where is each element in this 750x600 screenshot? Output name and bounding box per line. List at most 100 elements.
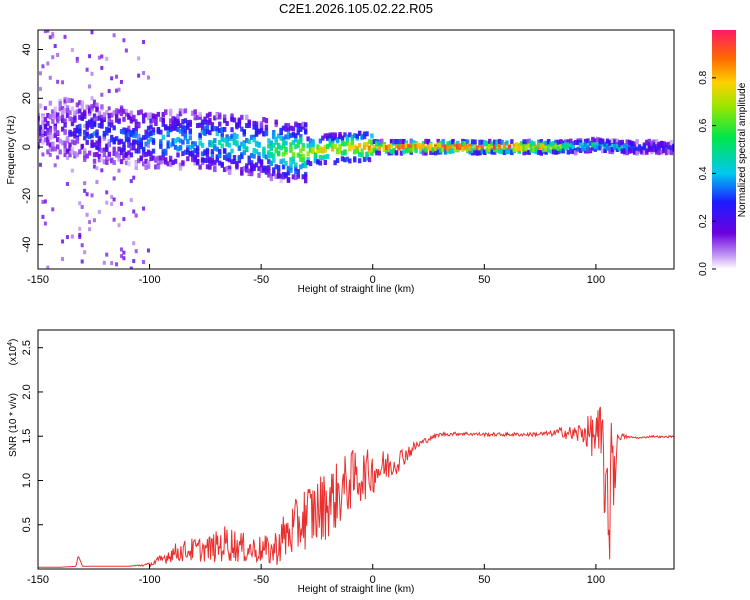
spectrogram-cell [112,125,116,131]
spectrogram-cell [38,111,40,117]
spectrogram-cell [51,134,55,140]
spectrogram-cell [161,134,165,140]
spectrogram-cell [210,152,215,158]
spectrogram-cell [56,155,60,160]
spectrogram-cell [73,115,77,121]
spectrogram-cell [667,141,671,147]
spectrogram-cell [78,131,82,137]
spectrogram-cell [176,127,180,133]
spectrogram-cell [56,112,60,118]
spectrogram-cell [117,156,121,162]
colorbar-tick-label: 0.6 [698,118,709,132]
spectrogram-cell [124,108,128,113]
spectrogram-cell [291,126,296,132]
spectrogram-cell [146,125,151,131]
spectrogram-cell [63,130,67,136]
spectrogram-cell [137,73,141,78]
spectrogram-cell [586,146,590,152]
spectrogram-cell [448,140,453,146]
spectrogram-cell [127,125,131,130]
spectrogram-cell [38,142,40,148]
spectrogram-cell [65,136,70,142]
spectrogram-cell [625,144,629,150]
spectrogram-cell [608,140,612,146]
spectrogram-cell [625,139,629,145]
spectrogram-cell [306,136,310,142]
spectrogram-cell [114,117,119,123]
spectrogram-cell [326,153,330,159]
spectrogram-cell [377,145,382,151]
spectrogram-cell [51,113,55,119]
spectrogram-cell [495,147,499,153]
spectrogram-cell [149,124,153,130]
spectrogram-cell [110,137,114,143]
spectrogram-cell [112,137,116,143]
spectrogram-cell [375,150,379,156]
spectrogram-cell [267,159,271,165]
spectrogram-cell [357,130,362,136]
spectrogram-cell [289,142,293,148]
spectrogram-cell [176,118,180,124]
spectrogram-cell [524,143,529,149]
spectrogram-cell [51,34,55,39]
spectrogram-cell [294,144,298,150]
spectrogram-cell [193,157,197,163]
spectrogram-cell [83,188,87,193]
spectrogram-cell [249,162,254,168]
spectrogram-cell [492,147,497,153]
spectrogram-cell [222,118,227,124]
spectrogram-cell [58,149,62,155]
spectrogram-cell [142,39,146,44]
spectrogram-cell [68,142,72,148]
spectrogram-cell [306,157,310,163]
spectrogram-cell [63,34,67,39]
spectrogram-cell [596,137,600,143]
spectrogram-cell [222,114,227,120]
spectrogram-cell [43,30,47,34]
spectrogram-cell [107,154,111,160]
spectrogram-cell [65,235,69,240]
spectrogram-cell [623,144,627,150]
spectrogram-cell [318,138,323,144]
spectrogram-cell [63,118,67,124]
spectrogram-cell [269,176,273,182]
spectrogram-cell [195,152,200,158]
spectrogram-cell [257,166,261,172]
snr-x-ticks: -150 -100 -50 0 50 100 [27,564,605,586]
spectrogram-cell [75,56,79,61]
spectrogram-cell [83,150,87,156]
spectrogram-cell [102,114,107,120]
spectrogram-cell [168,161,173,167]
spectrogram-cell [276,144,281,150]
spectrogram-cell [254,121,259,127]
spectrogram-cell [132,209,136,214]
spectrogram-cell [394,139,399,145]
spectrogram-cell [333,143,337,149]
spectrogram-cell [274,119,278,125]
spectrogram-cell [605,144,610,150]
spectrogram-cell [340,150,345,156]
spectrogram-cell [83,129,87,135]
spectrogram-cell [132,175,136,180]
spectrogram-cell [107,106,111,111]
spectrogram-cell [380,141,384,147]
spectrogram-cell [139,141,143,147]
spectrogram-cell [569,144,573,150]
spectrogram-cell [468,145,472,151]
spectrogram-cell [56,117,60,122]
spectrogram-cell [232,154,237,160]
snr-series-line [38,406,674,568]
spectrogram-cell [48,114,53,120]
spectrogram-cell [262,167,266,173]
spectrogram-frame [37,29,675,270]
spectrogram-cell [181,160,185,166]
spectrogram-y-tick-label: 0 [21,144,33,150]
snr-multiplier: (x104) [7,339,19,366]
spectrogram-cell [90,133,94,139]
spectrogram-cell [355,148,359,154]
spectrogram-cell [83,250,87,255]
spectrogram-cell [561,143,566,149]
spectrogram-cell [85,120,89,126]
spectrogram-cell [657,142,661,148]
spectrogram-cell [38,103,43,109]
